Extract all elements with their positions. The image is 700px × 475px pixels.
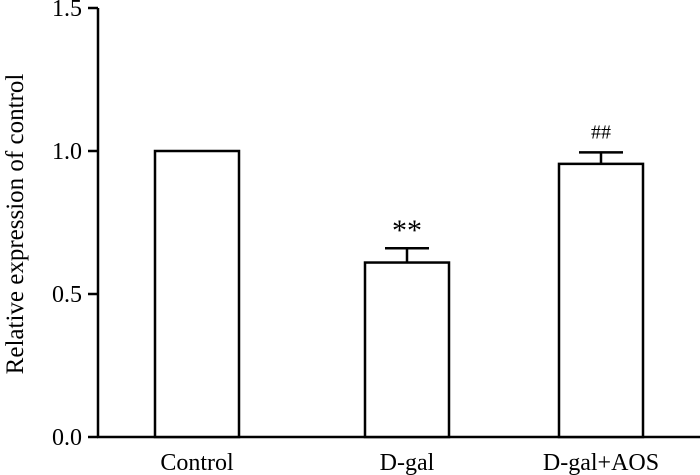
bar-d-gal-aos (557, 162, 645, 439)
error-bars (385, 151, 623, 263)
bar-control (153, 149, 241, 439)
x-axis-ticks: Control D-gal D-gal+AOS (160, 450, 659, 475)
x-tick-label: Control (160, 450, 234, 475)
bar-d-gal (363, 261, 451, 439)
significance-annotations: ** ## (392, 121, 611, 247)
y-axis-label: Relative expression of control (2, 74, 29, 375)
x-tick-label: D-gal (380, 450, 435, 475)
bars (153, 149, 645, 439)
y-axis-label-group: Relative expression of control (2, 74, 29, 375)
y-tick-label: 0.5 (52, 282, 82, 308)
y-tick-label: 0.0 (52, 425, 82, 451)
y-tick-label: 1.5 (52, 0, 82, 22)
y-axis-ticks: 0.0 0.5 1.0 1.5 (52, 0, 98, 451)
significance-label: ** (392, 214, 422, 247)
x-tick-label: D-gal+AOS (543, 450, 659, 475)
y-tick-label: 1.0 (52, 139, 82, 165)
significance-label: ## (591, 121, 611, 143)
